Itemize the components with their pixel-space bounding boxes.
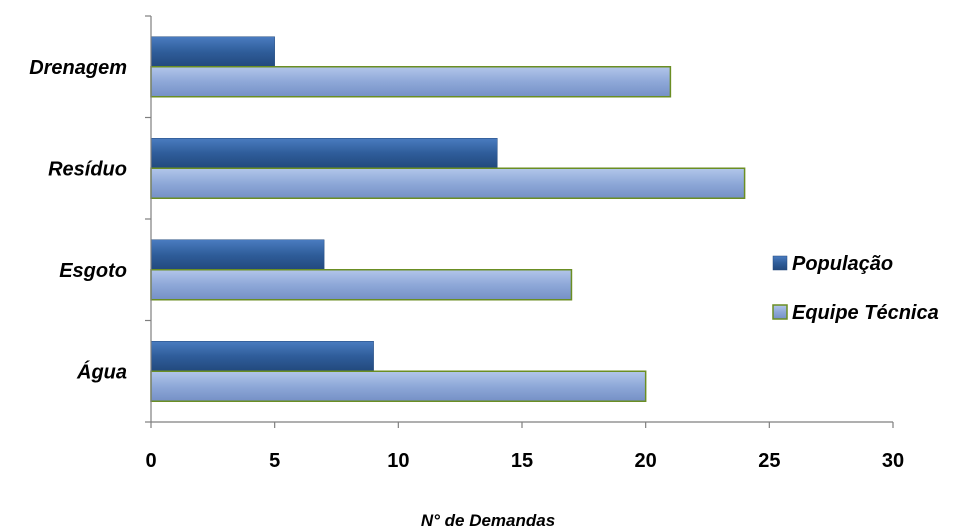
legend-label-equipe-tecnica: Equipe Técnica bbox=[792, 302, 939, 324]
x-tick-label-5: 5 bbox=[269, 450, 280, 472]
x-tick-label-30: 30 bbox=[882, 450, 904, 472]
x-tick-label-20: 20 bbox=[635, 450, 657, 472]
legend-label-populacao: População bbox=[792, 253, 893, 275]
legend-swatch-equipe-tecnica bbox=[772, 304, 788, 320]
bar-equipe-tecnica-drenagem bbox=[150, 66, 672, 98]
tick-labels: 0 5 10 15 20 25 30 bbox=[145, 450, 904, 472]
bar-equipe-tecnica-residuo bbox=[150, 167, 746, 199]
category-label-residuo: Resíduo bbox=[48, 158, 127, 180]
bar-populacao-esgoto bbox=[150, 239, 325, 270]
category-labels: Água Esgoto Resíduo Drenagem bbox=[29, 57, 127, 384]
bars-group bbox=[150, 36, 746, 402]
category-label-agua: Água bbox=[76, 360, 127, 383]
x-axis-title: N° de Demandas bbox=[421, 511, 555, 530]
category-label-drenagem: Drenagem bbox=[29, 57, 127, 79]
x-tick-label-10: 10 bbox=[387, 450, 409, 472]
axes-group bbox=[145, 15, 894, 428]
x-tick-label-0: 0 bbox=[145, 450, 156, 472]
x-tick-label-25: 25 bbox=[758, 450, 780, 472]
bar-populacao-drenagem bbox=[150, 36, 275, 67]
legend-swatch-populacao bbox=[772, 255, 788, 271]
legend: População Equipe Técnica bbox=[772, 253, 939, 324]
bar-equipe-tecnica-esgoto bbox=[150, 269, 573, 301]
x-tick-label-15: 15 bbox=[511, 450, 533, 472]
bar-equipe-tecnica-agua bbox=[150, 370, 647, 402]
bar-populacao-residuo bbox=[150, 138, 498, 169]
category-label-esgoto: Esgoto bbox=[59, 260, 127, 282]
bar-populacao-agua bbox=[150, 341, 374, 372]
